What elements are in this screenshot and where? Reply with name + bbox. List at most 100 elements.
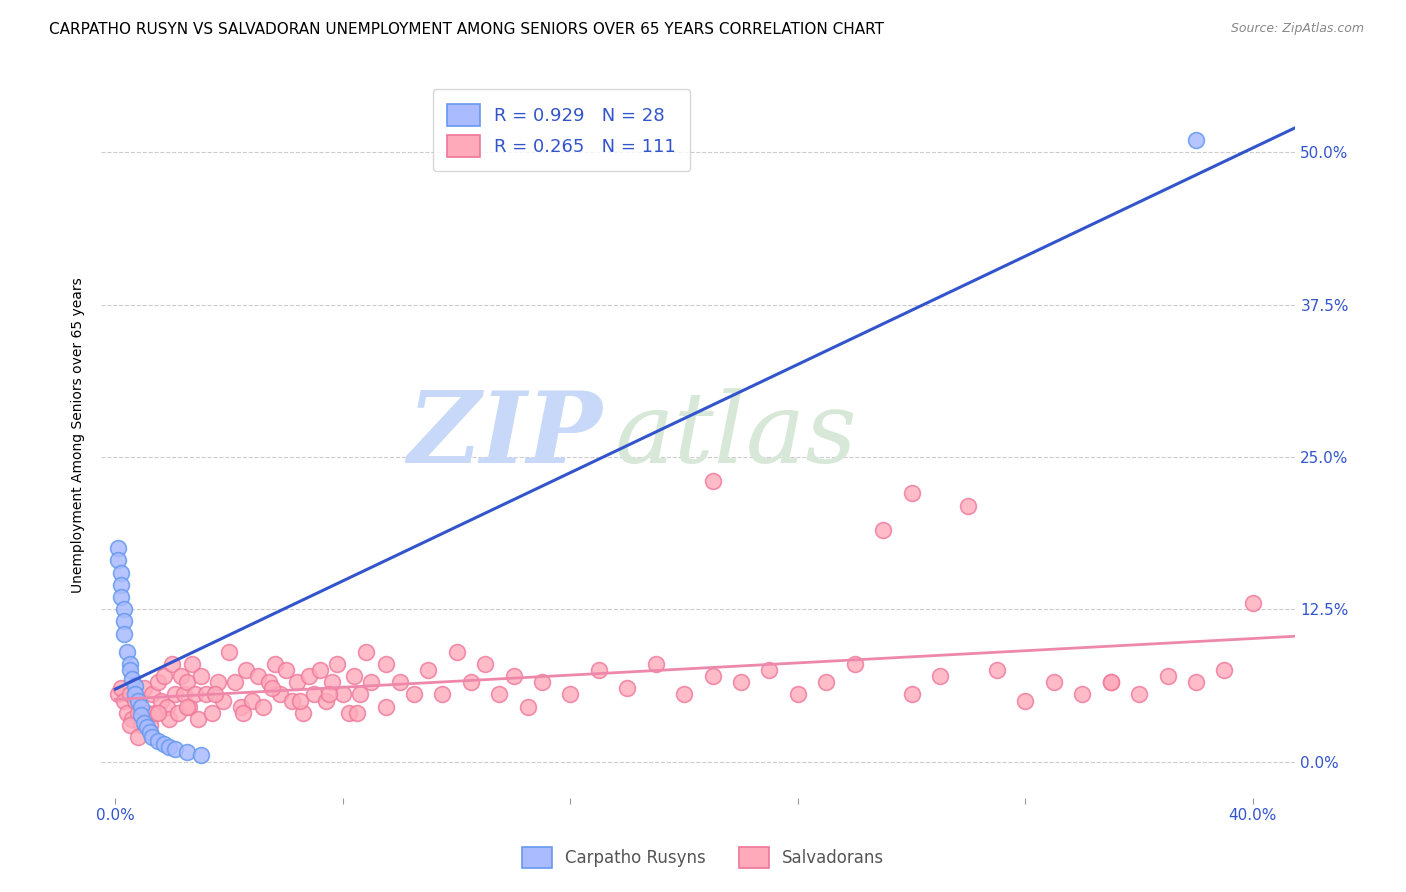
Point	[159, 712, 181, 726]
Point	[204, 688, 226, 702]
Point	[354, 645, 377, 659]
Point	[146, 733, 169, 747]
Point	[152, 738, 174, 752]
Point	[1014, 693, 1036, 707]
Point	[132, 681, 155, 696]
Point	[112, 602, 135, 616]
Point	[207, 675, 229, 690]
Point	[616, 681, 638, 696]
Point	[170, 669, 193, 683]
Point	[146, 706, 169, 720]
Point	[118, 657, 141, 671]
Point	[1099, 675, 1122, 690]
Point	[127, 730, 149, 744]
Point	[257, 675, 280, 690]
Point	[156, 699, 179, 714]
Legend: R = 0.929   N = 28, R = 0.265   N = 111: R = 0.929 N = 28, R = 0.265 N = 111	[433, 89, 690, 171]
Y-axis label: Unemployment Among Seniors over 65 years: Unemployment Among Seniors over 65 years	[72, 277, 86, 593]
Legend: Carpatho Rusyns, Salvadorans: Carpatho Rusyns, Salvadorans	[510, 836, 896, 880]
Point	[298, 669, 321, 683]
Point	[138, 718, 160, 732]
Point	[388, 675, 411, 690]
Point	[730, 675, 752, 690]
Point	[124, 688, 146, 702]
Point	[560, 688, 582, 702]
Point	[118, 663, 141, 677]
Point	[318, 688, 340, 702]
Point	[190, 748, 212, 763]
Point	[124, 693, 146, 707]
Point	[844, 657, 866, 671]
Point	[124, 679, 146, 693]
Text: Source: ZipAtlas.com: Source: ZipAtlas.com	[1230, 22, 1364, 36]
Point	[332, 688, 354, 702]
Point	[143, 706, 166, 720]
Point	[240, 693, 263, 707]
Point	[644, 657, 666, 671]
Point	[290, 693, 312, 707]
Point	[110, 590, 132, 604]
Point	[530, 675, 553, 690]
Point	[702, 669, 724, 683]
Point	[246, 669, 269, 683]
Point	[165, 742, 187, 756]
Point	[957, 499, 980, 513]
Point	[474, 657, 496, 671]
Point	[118, 688, 141, 702]
Point	[374, 657, 396, 671]
Point	[176, 675, 198, 690]
Point	[287, 675, 309, 690]
Point	[218, 645, 240, 659]
Point	[138, 725, 160, 739]
Point	[112, 615, 135, 629]
Point	[135, 720, 157, 734]
Point	[418, 663, 440, 677]
Point	[929, 669, 952, 683]
Point	[1042, 675, 1064, 690]
Point	[176, 699, 198, 714]
Point	[129, 718, 152, 732]
Point	[321, 675, 343, 690]
Point	[460, 675, 482, 690]
Point	[162, 657, 184, 671]
Point	[107, 541, 129, 556]
Point	[121, 712, 143, 726]
Text: ZIP: ZIP	[408, 387, 603, 483]
Point	[1128, 688, 1150, 702]
Point	[176, 745, 198, 759]
Point	[152, 669, 174, 683]
Point	[446, 645, 468, 659]
Point	[488, 688, 510, 702]
Text: atlas: atlas	[614, 388, 858, 483]
Text: CARPATHO RUSYN VS SALVADORAN UNEMPLOYMENT AMONG SENIORS OVER 65 YEARS CORRELATIO: CARPATHO RUSYN VS SALVADORAN UNEMPLOYMEN…	[49, 22, 884, 37]
Point	[402, 688, 425, 702]
Point	[146, 675, 169, 690]
Point	[167, 706, 190, 720]
Point	[343, 669, 366, 683]
Point	[900, 486, 922, 500]
Point	[129, 708, 152, 723]
Point	[374, 699, 396, 714]
Point	[212, 693, 235, 707]
Point	[112, 626, 135, 640]
Point	[263, 657, 285, 671]
Point	[900, 688, 922, 702]
Point	[309, 663, 332, 677]
Point	[786, 688, 808, 702]
Point	[315, 693, 337, 707]
Point	[346, 706, 368, 720]
Point	[201, 706, 224, 720]
Point	[1213, 663, 1236, 677]
Point	[274, 663, 297, 677]
Point	[516, 699, 538, 714]
Point	[872, 523, 894, 537]
Point	[224, 675, 246, 690]
Point	[132, 715, 155, 730]
Point	[141, 730, 163, 744]
Point	[179, 699, 201, 714]
Point	[1156, 669, 1178, 683]
Point	[1241, 596, 1264, 610]
Point	[110, 681, 132, 696]
Point	[229, 699, 252, 714]
Point	[121, 672, 143, 686]
